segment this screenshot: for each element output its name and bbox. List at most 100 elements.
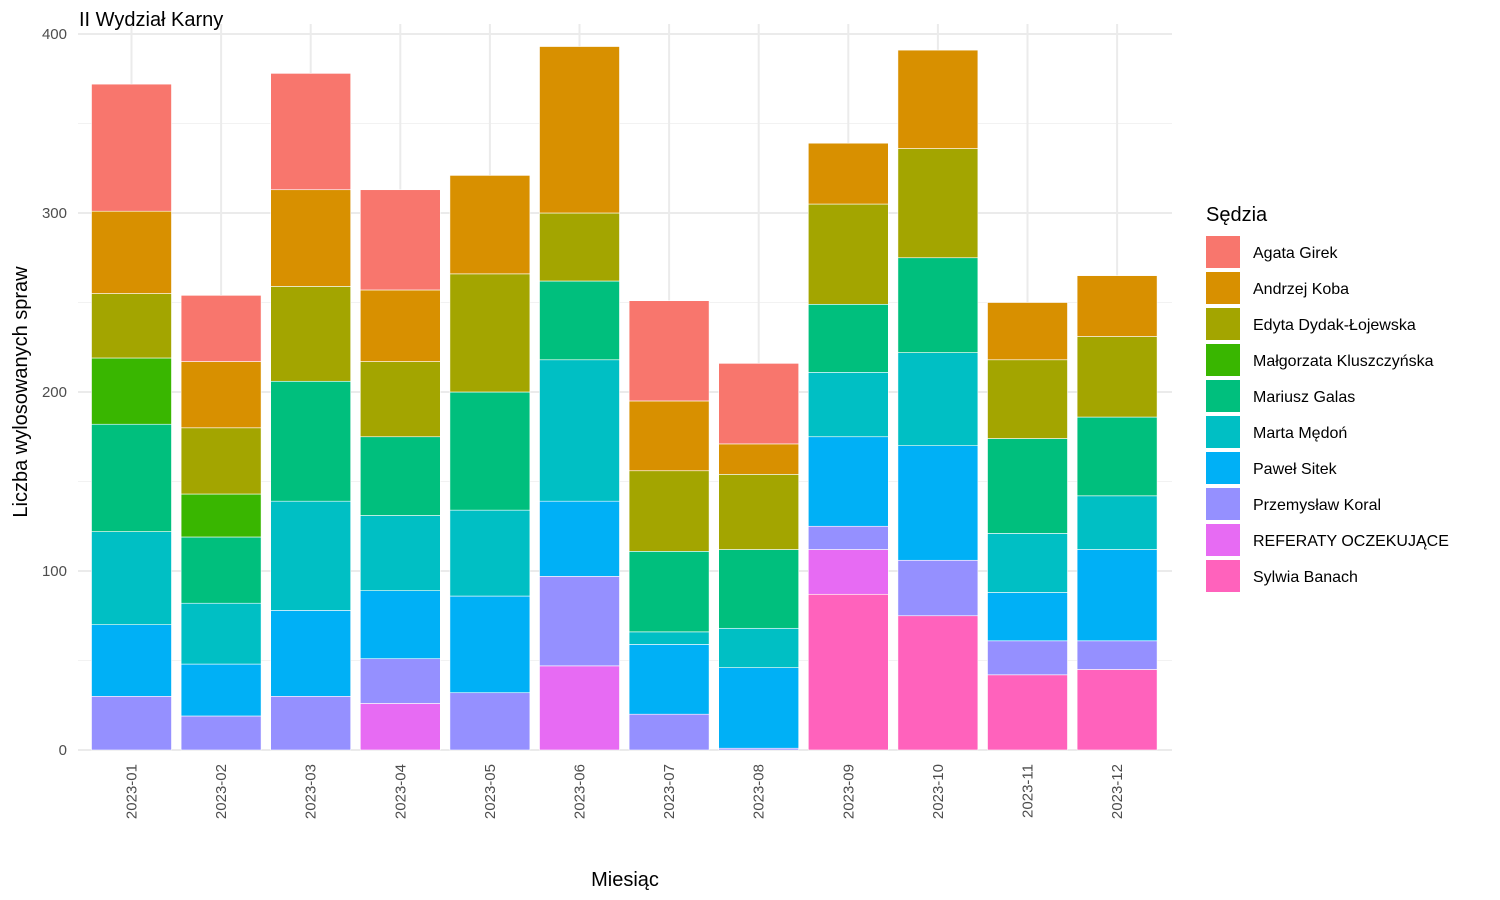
bar-segment bbox=[449, 692, 531, 751]
bar-segment bbox=[628, 400, 710, 472]
x-tick-label: 2023-09 bbox=[840, 764, 857, 819]
bar-segment bbox=[91, 83, 172, 212]
bar-segment bbox=[270, 380, 352, 502]
bar-segment bbox=[449, 509, 531, 597]
bar-segment bbox=[628, 470, 710, 552]
bar-segment bbox=[359, 436, 441, 516]
bar-segment bbox=[449, 273, 531, 393]
bar-segment bbox=[1076, 640, 1158, 670]
bar-segment bbox=[718, 363, 800, 445]
legend-label: Małgorzata Kluszczyńska bbox=[1253, 353, 1434, 370]
bar-segment bbox=[897, 257, 979, 353]
bar-segment bbox=[359, 658, 441, 704]
bar-segment bbox=[539, 500, 620, 577]
bar-segment bbox=[718, 667, 800, 749]
bar-segment bbox=[91, 531, 172, 625]
bar-segment bbox=[718, 474, 800, 550]
x-tick-label: 2023-07 bbox=[661, 764, 678, 819]
bar-segment bbox=[897, 615, 979, 751]
legend-swatch bbox=[1206, 452, 1240, 484]
legend-swatch bbox=[1206, 380, 1240, 412]
bar-segment bbox=[539, 46, 620, 214]
bar-segment bbox=[180, 715, 262, 751]
bar-segment bbox=[270, 610, 352, 697]
bar-segment bbox=[1076, 336, 1158, 418]
bar-segment bbox=[180, 361, 262, 429]
bar-segment bbox=[897, 49, 979, 149]
bar-segment bbox=[180, 663, 262, 717]
legend-label: Przemysław Koral bbox=[1253, 497, 1381, 514]
bar-segment bbox=[449, 391, 531, 511]
bar-segment bbox=[628, 631, 710, 645]
legend-swatch bbox=[1206, 308, 1240, 340]
chart-title: II Wydział Karny bbox=[79, 9, 223, 31]
x-tick-label: 2023-01 bbox=[124, 764, 141, 819]
legend-swatch bbox=[1206, 524, 1240, 556]
x-tick-label: 2023-03 bbox=[303, 764, 320, 819]
bar-segment bbox=[987, 533, 1068, 593]
bar-segment bbox=[270, 286, 352, 382]
bar-segment bbox=[628, 713, 710, 751]
bar-segment bbox=[807, 549, 889, 595]
legend-swatch bbox=[1206, 488, 1240, 520]
legend-label: Andrzej Koba bbox=[1253, 281, 1349, 298]
bar-segment bbox=[807, 525, 889, 550]
y-tick-label: 200 bbox=[42, 384, 67, 401]
bar-segment bbox=[359, 590, 441, 660]
x-tick-label: 2023-06 bbox=[572, 764, 589, 819]
y-tick-label: 400 bbox=[42, 26, 67, 43]
bar-segment bbox=[91, 357, 172, 425]
x-tick-label: 2023-08 bbox=[751, 764, 768, 819]
bar-segment bbox=[718, 627, 800, 668]
legend-label: Paweł Sitek bbox=[1253, 461, 1338, 478]
bar-segment bbox=[539, 665, 620, 751]
bar-segment bbox=[987, 359, 1068, 439]
bar-segment bbox=[628, 551, 710, 633]
legend-label: Agata Girek bbox=[1253, 245, 1338, 262]
legend-title: Sędzia bbox=[1206, 204, 1268, 226]
bar-segment bbox=[718, 443, 800, 475]
x-tick-label: 2023-10 bbox=[930, 764, 947, 819]
bar-segment bbox=[359, 703, 441, 751]
bar-segment bbox=[628, 300, 710, 402]
x-tick-label: 2023-12 bbox=[1109, 764, 1126, 819]
bar-segment bbox=[1076, 275, 1158, 337]
legend: Sędzia Agata Girek Andrzej Koba Edyta Dyda… bbox=[1206, 204, 1449, 592]
x-axis-ticks: 2023-01 2023-02 2023-03 2023-04 2023-05 2023-… bbox=[124, 764, 1127, 819]
bar-segment bbox=[628, 644, 710, 715]
legend-label: Sylwia Banach bbox=[1253, 569, 1358, 586]
bar-segment bbox=[270, 695, 352, 751]
bar-segment bbox=[718, 549, 800, 629]
bar-segment bbox=[91, 293, 172, 359]
bar-segment bbox=[91, 423, 172, 532]
bar-segment bbox=[807, 436, 889, 527]
bar-segment bbox=[897, 559, 979, 617]
legend-label: Edyta Dydak-Łojewska bbox=[1253, 317, 1416, 334]
x-tick-label: 2023-05 bbox=[482, 764, 499, 819]
bar-segment bbox=[91, 624, 172, 697]
bar-segment bbox=[359, 361, 441, 438]
legend-label: Mariusz Galas bbox=[1253, 389, 1355, 406]
bar-segment bbox=[897, 352, 979, 446]
bar-segment bbox=[539, 280, 620, 361]
x-tick-label: 2023-11 bbox=[1020, 764, 1037, 818]
bar-segment bbox=[539, 359, 620, 502]
bar-segment bbox=[1076, 669, 1158, 751]
legend-swatch bbox=[1206, 560, 1240, 592]
bar-segment bbox=[180, 295, 262, 362]
legend-swatch bbox=[1206, 236, 1240, 268]
bar-segment bbox=[807, 142, 889, 205]
bar-segment bbox=[1076, 495, 1158, 550]
bar-segment bbox=[897, 445, 979, 561]
bar-segment bbox=[270, 189, 352, 287]
bar-segment bbox=[539, 212, 620, 282]
bar-segment bbox=[807, 303, 889, 373]
legend-swatch bbox=[1206, 344, 1240, 376]
legend-swatch bbox=[1206, 416, 1240, 448]
legend-label: Marta Mędoń bbox=[1253, 425, 1347, 442]
bar-segment bbox=[1076, 416, 1158, 497]
bar-segment bbox=[987, 674, 1068, 751]
y-axis-title: Liczba wylosowanych spraw bbox=[10, 266, 32, 518]
bar-segment bbox=[449, 175, 531, 275]
